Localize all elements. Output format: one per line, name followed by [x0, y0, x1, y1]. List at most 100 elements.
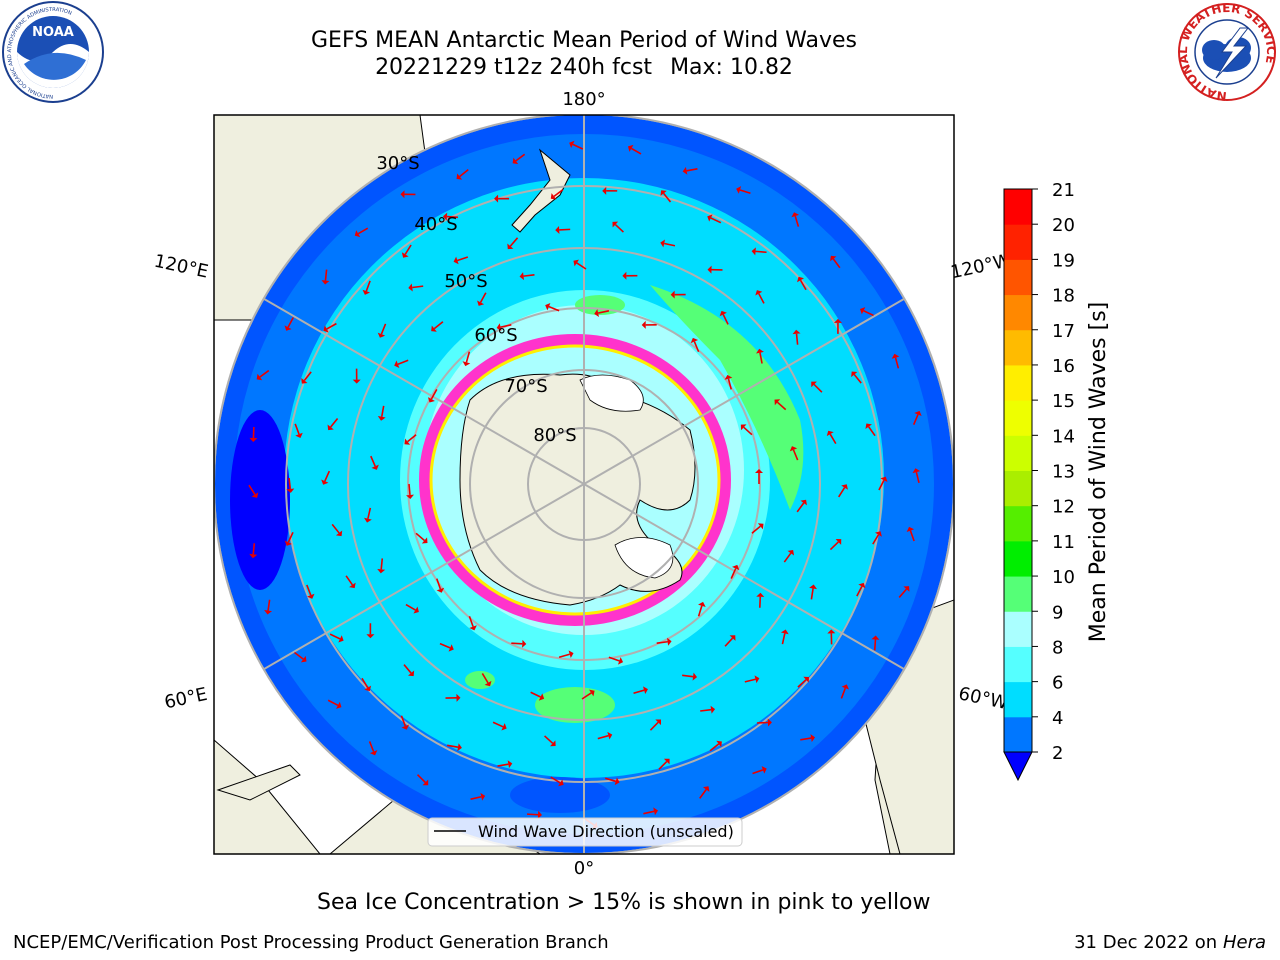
wind-arrow-head [751, 247, 756, 256]
wind-arrow [430, 389, 438, 400]
wind-arrow [863, 310, 874, 317]
wind-arrow-head [427, 397, 435, 403]
wind-arrow [400, 715, 407, 727]
wind-arrow-head [660, 239, 666, 248]
ronne-ice-shelf [614, 537, 674, 579]
wind-arrow [597, 309, 610, 314]
wind-arrow [697, 605, 703, 617]
colorbar-band [1004, 224, 1032, 260]
wind-arrow-head [413, 606, 419, 614]
wind-arrow [796, 502, 805, 513]
wind-arrow-head [880, 476, 888, 483]
wind-arrow-head [371, 464, 379, 470]
lon-label-120e: 120°E [152, 251, 210, 283]
wind-arrow-head [369, 750, 378, 756]
wind-arrow [799, 279, 807, 291]
wind-wave-arrows [248, 140, 922, 829]
wind-arrow [856, 586, 863, 597]
wind-arrow [367, 507, 372, 519]
wind-arrow-head [710, 705, 716, 714]
colorbar-tick-label: 20 [1052, 215, 1075, 236]
wind-arrow [439, 642, 451, 649]
colorbar-tick-label: 6 [1052, 673, 1063, 694]
wind-arrow [511, 642, 523, 645]
colorbar-band [1004, 189, 1032, 225]
wind-arrow [894, 357, 900, 369]
wind-arrow-head [736, 186, 742, 194]
green-patch-2 [535, 687, 615, 723]
wind-arrow [550, 776, 561, 784]
wind-arrow-head [756, 592, 765, 597]
wind-arrow [781, 633, 786, 645]
wind-arrow-head [448, 644, 454, 652]
wind-arrow-head [810, 734, 816, 743]
wind-arrow-head [550, 193, 557, 200]
colorbar-band [1004, 576, 1032, 612]
wind-arrow [792, 449, 799, 461]
wind-arrow-head [607, 731, 613, 740]
wind-arrow [829, 541, 839, 551]
wind-arrow [481, 673, 489, 684]
wind-arrow-head [249, 437, 258, 443]
wind-arrow [324, 470, 331, 482]
wind-arrow [330, 417, 339, 428]
wind-arrow-head [568, 650, 574, 659]
wind-arrow-head [453, 256, 459, 265]
wind-arrow-head [767, 718, 772, 727]
colorbar-tick-label: 15 [1052, 391, 1075, 412]
ross-ice-shelf [579, 374, 644, 412]
colorbar-band [1004, 329, 1032, 366]
colorbar-tick-label: 9 [1052, 602, 1063, 623]
wind-arrow [663, 192, 672, 203]
wind-arrow [915, 471, 920, 483]
wind-arrow-head [698, 601, 706, 607]
lat-label-50s: 50°S [444, 271, 487, 292]
wind-arrow [608, 656, 620, 662]
wind-arrow [710, 217, 722, 224]
wind-arrow [614, 223, 624, 233]
wind-arrow-head [617, 657, 624, 665]
wind-arrow-head [670, 290, 675, 299]
wind-arrow [597, 734, 609, 740]
wind-arrow-head [501, 723, 507, 731]
chart-subtitle: 20221229 t12z 240h fcst Max: 10.82 [234, 54, 934, 81]
wind-arrow [407, 434, 417, 443]
wind-arrow [795, 333, 799, 345]
wind-arrow [558, 653, 570, 658]
wind-arrow-head [494, 194, 499, 203]
madagascar-land [216, 764, 301, 801]
wind-arrow-head [912, 468, 921, 474]
ice-note: Sea Ice Concentration > 15% is shown in … [317, 890, 931, 915]
wind-arrow [776, 401, 787, 411]
wind-arrow-head [480, 792, 486, 801]
wind-arrow [500, 324, 512, 328]
wind-arrow-head [469, 625, 477, 631]
wind-arrow [572, 143, 584, 150]
wind-arrow [479, 292, 487, 303]
wind-arrow-head [284, 325, 292, 331]
wind-arrow-head [251, 492, 259, 498]
wind-arrow [633, 689, 645, 694]
colorbar-tick-label: 10 [1052, 567, 1075, 588]
wind-arrow-head [366, 634, 375, 639]
wind-arrow-head [256, 373, 263, 381]
sea-ice-ring [419, 334, 731, 626]
colorbar-tick-label: 13 [1052, 462, 1075, 483]
wind-arrow-head [612, 221, 619, 228]
wind-arrow [872, 534, 880, 545]
wind-arrow-head [249, 553, 258, 559]
wind-arrow-head [756, 348, 764, 354]
wind-arrow [459, 168, 469, 178]
wind-arrow-head [421, 537, 428, 544]
wind-arrow [837, 487, 846, 498]
wind-arrow [252, 543, 256, 555]
wind-arrow [544, 735, 554, 744]
wind-arrow [370, 455, 376, 467]
colorbar-tick-label: 8 [1052, 637, 1063, 658]
wind-arrow [783, 552, 792, 563]
wind-arrow [345, 575, 354, 586]
wind-arrow-head [364, 517, 372, 523]
wind-arrow-head [871, 635, 880, 640]
forecast-date: 20221229 t12z 240h fcst [375, 55, 653, 80]
wind-arrow [709, 743, 720, 752]
